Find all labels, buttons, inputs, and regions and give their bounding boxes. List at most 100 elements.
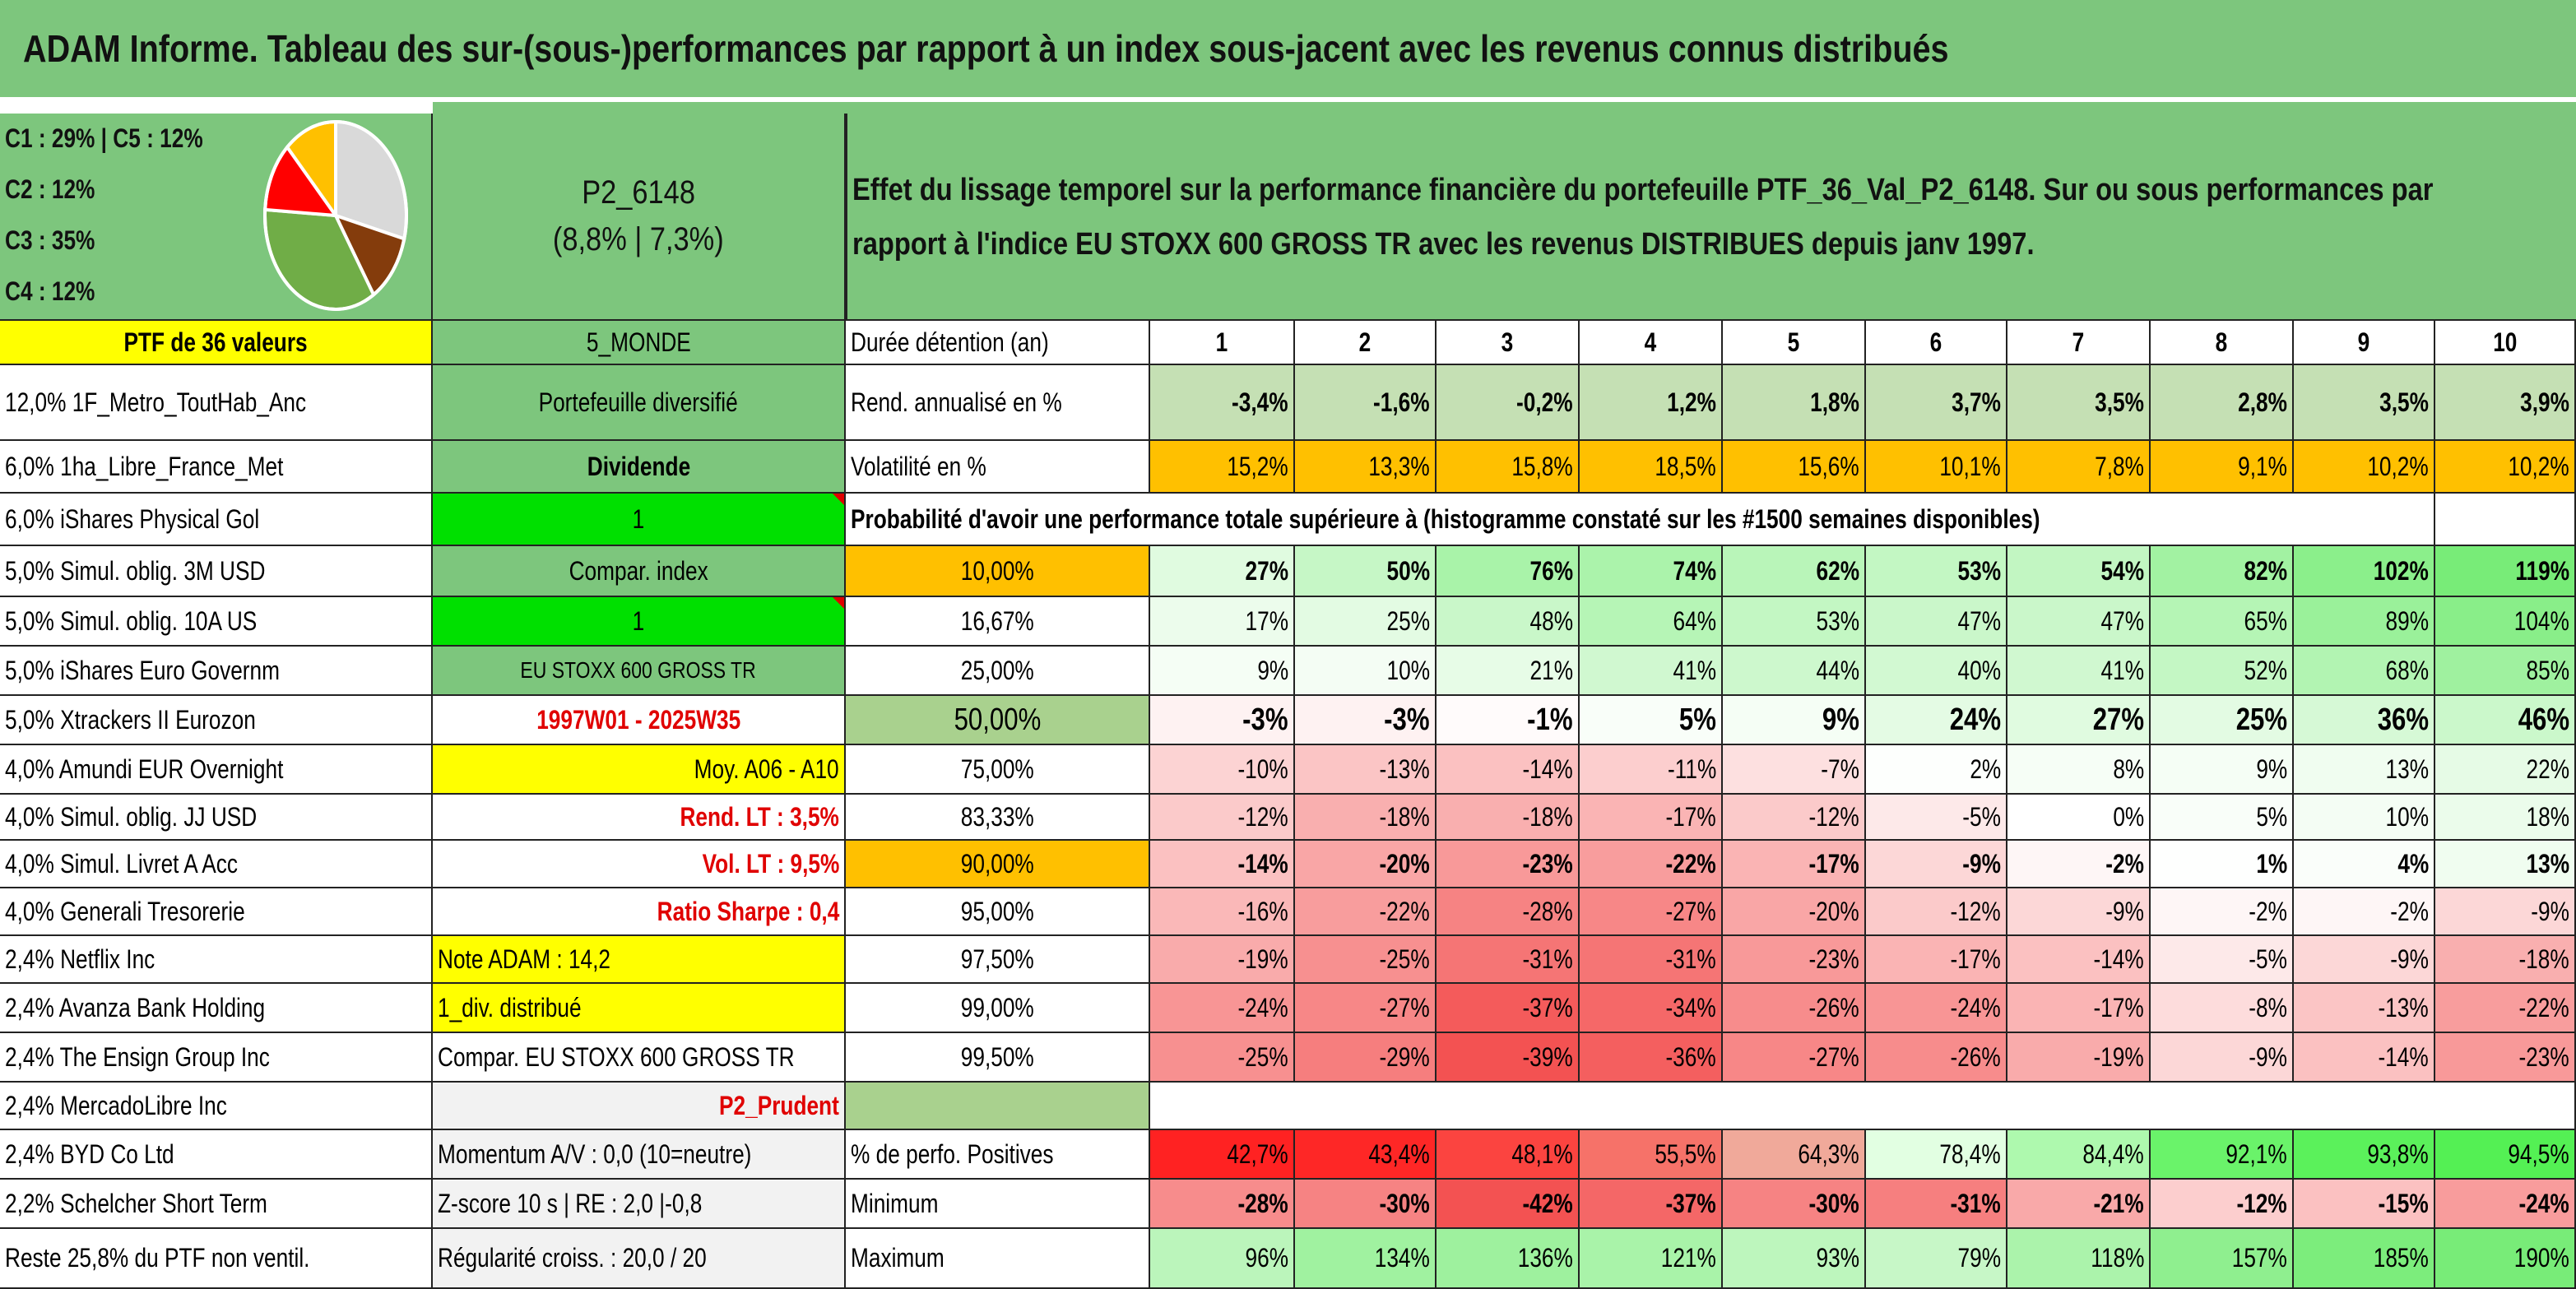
quantile-value-text: 2% (1970, 753, 2001, 784)
quantile-label-0-text: 10,00% (960, 555, 1034, 586)
quantile-value: 53% (1866, 546, 2007, 597)
rend-value-text: -3,4% (1232, 387, 1288, 417)
quantile-value: -13% (2294, 984, 2435, 1033)
positives-value: 84,4% (2007, 1130, 2151, 1180)
vol-label-text: Volatilité en % (851, 451, 986, 481)
quantile-label-7: 95,00% (846, 888, 1150, 936)
quantile-value-text: -26% (1950, 1041, 2001, 1072)
vol-value-text: 18,5% (1655, 451, 1716, 481)
quantile-value-text: -29% (1379, 1041, 1430, 1072)
holding-row-5: 5,0% iShares Euro Governm (0, 647, 433, 696)
quantile-value: 53% (1723, 597, 1866, 647)
pie-label-c1-c5: C1 : 29% | C5 : 12% (5, 123, 203, 153)
quantile-value-text: -9% (2390, 944, 2429, 974)
quantile-value-text: -19% (2093, 1041, 2144, 1072)
duration-label-text: Durée détention (an) (851, 327, 1049, 357)
positives-value-text: 64,3% (1798, 1138, 1859, 1169)
quantile-value: -18% (1295, 795, 1437, 841)
info-cell-8-text: Moy. A06 - A10 (694, 753, 839, 784)
quantile-value: -25% (1295, 936, 1437, 984)
quantile-value: -9% (2294, 936, 2435, 984)
quantile-value: 9% (2151, 745, 2294, 795)
quantile-value-text: 8% (2113, 753, 2144, 784)
minimum-value-text: -31% (1950, 1188, 2001, 1218)
info-cell-3-text: 1 (632, 503, 645, 534)
quantile-label-9: 99,00% (846, 984, 1150, 1033)
quantile-value-text: 18% (2526, 801, 2569, 832)
quantile-value-text: -12% (1808, 801, 1859, 832)
vol-value-text: 10,2% (2367, 451, 2429, 481)
positives-value: 93,8% (2294, 1130, 2435, 1180)
quantile-value-text: -17% (1950, 944, 2001, 974)
year-header-6-text: 6 (1929, 327, 1942, 357)
quantile-value-text: -9% (2105, 896, 2144, 926)
quantile-value-text: -24% (1237, 992, 1288, 1022)
quantile-value: 10% (2294, 795, 2435, 841)
quantile-value: -17% (1866, 936, 2007, 984)
quantile-value: 104% (2435, 597, 2576, 647)
info-cell-17-text: Z-score 10 s | RE : 2,0 |-0,8 (438, 1188, 703, 1218)
quantile-value: -26% (1723, 984, 1866, 1033)
quantile-value: -12% (1866, 888, 2007, 936)
positives-value-text: 84,4% (2082, 1138, 2144, 1169)
holdings-header-text: PTF de 36 valeurs (123, 327, 308, 357)
year-header-2-text: 2 (1358, 327, 1372, 357)
info-cell-4: Compar. index (433, 546, 846, 597)
quantile-value: 102% (2294, 546, 2435, 597)
info-cell-10: Vol. LT : 9,5% (433, 841, 846, 888)
quantile-value-text: 53% (1816, 605, 1859, 636)
pie-label-c2: C2 : 12% (5, 174, 95, 204)
holding-row-1-text: 6,0% 1ha_Libre_France_Met (5, 451, 284, 481)
quantile-label-8-text: 97,50% (960, 944, 1034, 974)
quantile-value: 4% (2294, 841, 2435, 888)
maximum-value: 157% (2151, 1229, 2294, 1289)
info-cell-5: 1 (433, 597, 846, 647)
quantile-value: -26% (1866, 1033, 2007, 1083)
holding-row-10: 4,0% Generali Tresorerie (0, 888, 433, 936)
rend-value-text: -0,2% (1516, 387, 1573, 417)
quantile-value-text: -37% (1522, 992, 1573, 1022)
info-cell-10-text: Vol. LT : 9,5% (702, 848, 839, 879)
year-header-1: 1 (1150, 321, 1295, 365)
quantile-value: 21% (1437, 647, 1580, 696)
quantile-value-text: -22% (1665, 848, 1716, 879)
quantile-value: -12% (1150, 795, 1295, 841)
quantile-label-4: 75,00% (846, 745, 1150, 795)
quantile-label-7-text: 95,00% (960, 896, 1034, 926)
year-header-4: 4 (1580, 321, 1723, 365)
empty-cell (846, 1083, 1150, 1130)
positives-value: 55,5% (1580, 1130, 1723, 1180)
quantile-value-text: -27% (1665, 896, 1716, 926)
minimum-value-text: -21% (2093, 1188, 2144, 1218)
minimum-value: -30% (1295, 1180, 1437, 1229)
quantile-value: -16% (1150, 888, 1295, 936)
quantile-value-text: 46% (2518, 702, 2569, 737)
quantile-value: -19% (1150, 936, 1295, 984)
rend-value-text: 3,5% (2095, 387, 2144, 417)
quantile-value-text: -28% (1522, 896, 1573, 926)
vol-value: 15,2% (1150, 441, 1295, 494)
minimum-label: Minimum (846, 1180, 1150, 1229)
maximum-value-text: 79% (1957, 1243, 2001, 1273)
quantile-value: -8% (2151, 984, 2294, 1033)
quantile-value: 1% (2151, 841, 2294, 888)
quantile-value-text: -18% (1522, 801, 1573, 832)
year-header-9: 9 (2294, 321, 2435, 365)
quantile-value: 82% (2151, 546, 2294, 597)
positives-value-text: 94,5% (2508, 1138, 2569, 1169)
quantile-value: 22% (2435, 745, 2576, 795)
holding-row-15: 2,4% BYD Co Ltd (0, 1130, 433, 1180)
quantile-value: -17% (2007, 984, 2151, 1033)
quantile-value: -20% (1723, 888, 1866, 936)
quantile-label-5: 83,33% (846, 795, 1150, 841)
minimum-value: -24% (2435, 1180, 2576, 1229)
minimum-value-text: -28% (1237, 1188, 1288, 1218)
quantile-value: -39% (1437, 1033, 1580, 1083)
quantile-value: -10% (1150, 745, 1295, 795)
quantile-value-text: 64% (1673, 605, 1716, 636)
info-cell-9-text: Rend. LT : 3,5% (680, 801, 839, 832)
info-cell-9: Rend. LT : 3,5% (433, 795, 846, 841)
positives-value: 48,1% (1437, 1130, 1580, 1180)
quantile-value-text: -23% (1522, 848, 1573, 879)
quantile-value: -3% (1295, 696, 1437, 745)
